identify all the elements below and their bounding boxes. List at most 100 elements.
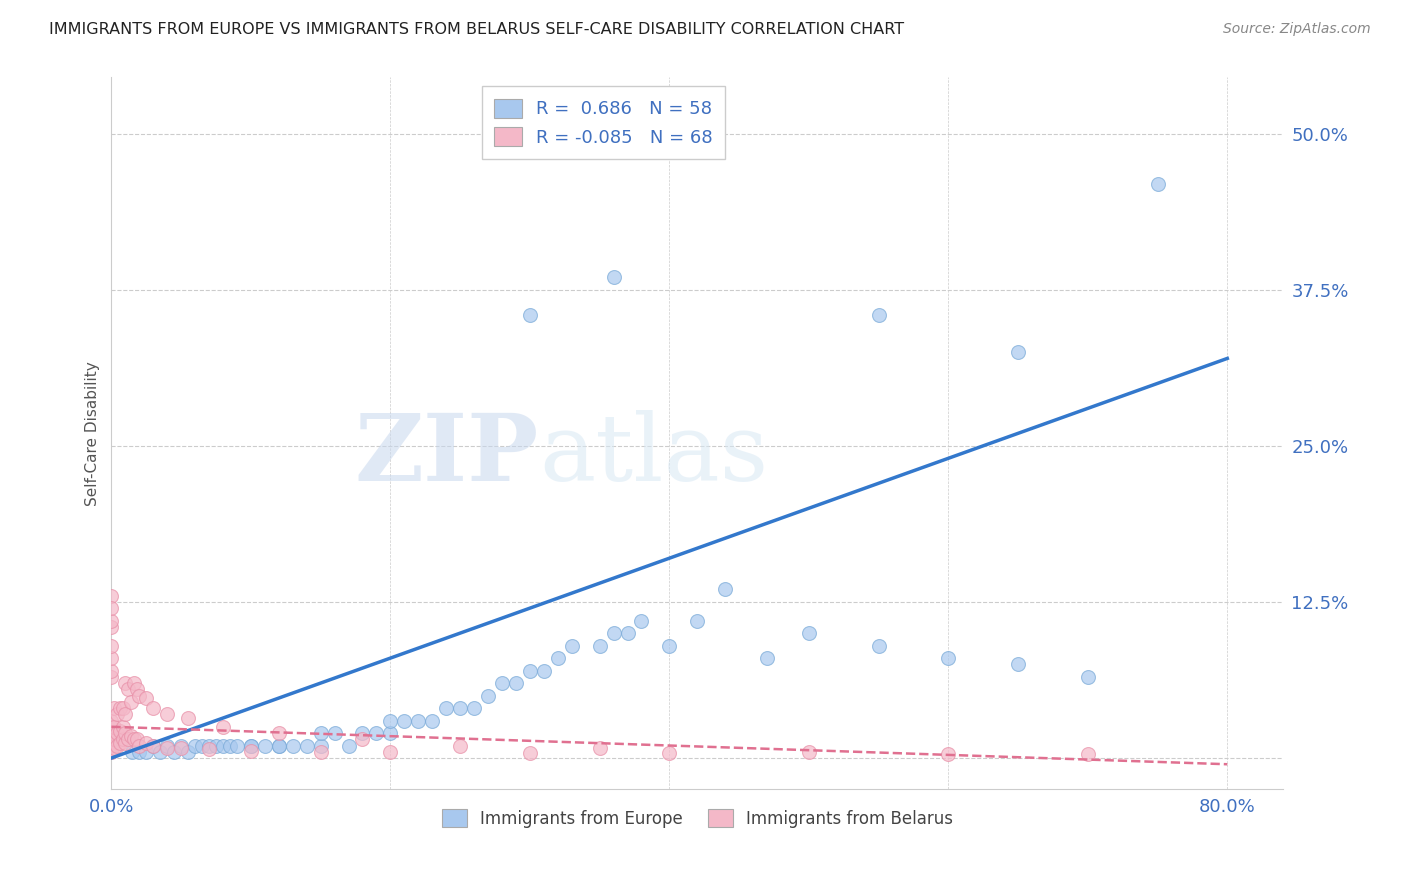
Point <box>100 601 122 615</box>
Point <box>100 739 122 753</box>
Point <box>267 726 290 740</box>
Point <box>309 745 332 759</box>
Point <box>352 726 374 740</box>
Point <box>100 745 122 759</box>
Point <box>491 676 513 690</box>
Point <box>366 726 388 740</box>
Y-axis label: Self-Care Disability: Self-Care Disability <box>86 361 100 506</box>
Point <box>163 745 186 759</box>
Point <box>170 739 193 753</box>
Point <box>380 714 402 728</box>
Point <box>519 308 541 322</box>
Point <box>602 626 624 640</box>
Point <box>477 689 499 703</box>
Point <box>100 745 122 759</box>
Point <box>686 614 709 628</box>
Point <box>135 691 157 706</box>
Point <box>117 732 139 747</box>
Point <box>212 720 235 734</box>
Point <box>120 729 142 743</box>
Point <box>337 739 360 753</box>
Point <box>122 732 145 747</box>
Point <box>434 701 457 715</box>
Point <box>1007 345 1029 359</box>
Point <box>658 639 681 653</box>
Point <box>267 739 290 753</box>
Point <box>177 711 200 725</box>
Point <box>449 701 471 715</box>
Point <box>128 739 150 753</box>
Point <box>108 701 131 715</box>
Point <box>142 739 165 753</box>
Point <box>120 695 142 709</box>
Point <box>100 651 122 665</box>
Point <box>105 707 128 722</box>
Point <box>125 732 148 747</box>
Legend: Immigrants from Europe, Immigrants from Belarus: Immigrants from Europe, Immigrants from … <box>434 803 960 834</box>
Point <box>797 626 820 640</box>
Point <box>114 676 136 690</box>
Point <box>103 741 125 756</box>
Point <box>868 308 890 322</box>
Point <box>114 707 136 722</box>
Point <box>380 745 402 759</box>
Point <box>100 664 122 678</box>
Point <box>170 741 193 756</box>
Point <box>420 714 443 728</box>
Point <box>184 739 207 753</box>
Point <box>936 651 959 665</box>
Point <box>100 726 122 740</box>
Point <box>177 745 200 759</box>
Point <box>205 739 228 753</box>
Point <box>295 739 318 753</box>
Point <box>797 745 820 759</box>
Point <box>505 676 527 690</box>
Point <box>111 720 134 734</box>
Point <box>630 614 652 628</box>
Point <box>128 689 150 703</box>
Point <box>111 732 134 747</box>
Text: IMMIGRANTS FROM EUROPE VS IMMIGRANTS FROM BELARUS SELF-CARE DISABILITY CORRELATI: IMMIGRANTS FROM EUROPE VS IMMIGRANTS FRO… <box>49 22 904 37</box>
Point <box>1077 747 1099 762</box>
Point <box>212 739 235 753</box>
Point <box>103 732 125 747</box>
Point <box>561 639 583 653</box>
Point <box>519 664 541 678</box>
Point <box>267 739 290 753</box>
Point <box>100 714 122 728</box>
Point <box>219 739 242 753</box>
Point <box>309 726 332 740</box>
Point <box>105 739 128 753</box>
Point <box>114 736 136 750</box>
Point <box>100 639 122 653</box>
Point <box>936 747 959 762</box>
Point <box>105 726 128 740</box>
Point <box>100 620 122 634</box>
Point <box>714 582 737 597</box>
Point <box>547 651 569 665</box>
Point <box>108 723 131 738</box>
Point <box>602 270 624 285</box>
Point <box>281 739 304 753</box>
Point <box>198 742 221 756</box>
Point <box>658 746 681 760</box>
Point <box>239 739 262 753</box>
Point <box>117 682 139 697</box>
Point <box>198 739 221 753</box>
Text: ZIP: ZIP <box>354 409 538 500</box>
Point <box>100 732 122 747</box>
Point <box>352 732 374 747</box>
Point <box>128 745 150 759</box>
Point <box>100 589 122 603</box>
Point <box>868 639 890 653</box>
Point <box>135 745 157 759</box>
Text: Source: ZipAtlas.com: Source: ZipAtlas.com <box>1223 22 1371 37</box>
Point <box>449 739 471 753</box>
Point <box>380 726 402 740</box>
Point <box>149 745 172 759</box>
Point <box>309 739 332 753</box>
Point <box>100 720 122 734</box>
Point <box>253 739 276 753</box>
Point <box>588 741 610 756</box>
Point <box>191 739 214 753</box>
